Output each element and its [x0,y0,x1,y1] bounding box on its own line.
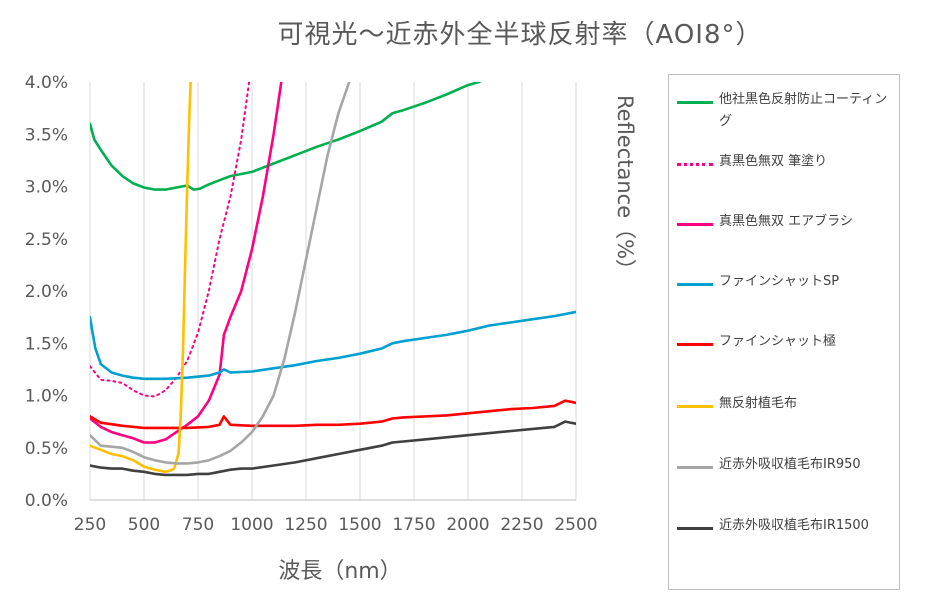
legend-swatch [677,405,713,408]
legend-swatch [677,283,713,286]
series-line-3 [90,310,576,381]
y-tick-label: 2.0% [25,282,68,302]
series-line-1 [90,82,251,398]
legend-item: 近赤外吸収植毛布IR950 [677,450,893,490]
series-line-6 [90,82,351,465]
legend-swatch [677,163,713,166]
legend-label: 真黒色無双 筆塗り [719,154,828,169]
legend-item: 真黒色無双 エアブラシ [677,207,893,247]
y-axis-label: Reflectance（%） [613,95,637,281]
legend-swatch [677,343,713,346]
x-tick-label: 2000 [446,515,489,535]
x-axis-label: 波長（nm） [278,559,402,584]
chart-title: 可視光～近赤外全半球反射率（AOI8°） [277,20,763,50]
series-line-7 [90,420,576,477]
legend: 他社黒色反射防止コーティング真黒色無双 筆塗り真黒色無双 エアブラシ ファインシャ… [668,74,900,590]
legend-swatch [677,101,713,104]
y-tick-label: 0.5% [25,439,68,459]
y-tick-label: 2.5% [25,230,68,250]
x-tick-label: 1000 [230,515,273,535]
legend-item: 無反射植毛布 [677,389,893,429]
legend-label: 近赤外吸収植毛布IR950 [719,457,861,472]
series-line-5 [90,82,192,474]
legend-item: ファインシャット極 [677,327,893,367]
y-tick-label: 1.0% [25,387,68,407]
y-tick-label: 0.0% [25,491,68,511]
legend-label: 近赤外吸収植毛布IR1500 [719,518,869,533]
legend-label: ファインシャット極 [719,334,837,349]
legend-item: 近赤外吸収植毛布IR1500 [677,511,893,551]
legend-label: 真黒色無双 エアブラシ [719,214,853,229]
y-tick-label: 3.0% [25,178,68,198]
x-tick-label: 1750 [392,515,435,535]
series-line-4 [90,399,576,430]
legend-item: ファインシャットSP [677,267,893,307]
legend-label: 無反射植毛布 [719,396,798,411]
x-tick-label: 500 [128,515,160,535]
x-tick-label: 2250 [500,515,543,535]
x-tick-label: 1500 [338,515,381,535]
x-tick-label: 1250 [284,515,327,535]
legend-swatch [677,223,713,226]
series-line-2 [90,82,283,444]
legend-label: 他社黒色反射防止コーティング [719,92,888,129]
y-tick-label: 3.5% [25,125,68,145]
legend-item: 真黒色無双 筆塗り [677,147,893,187]
x-tick-label: 2500 [554,515,597,535]
y-tick-label: 4.0% [25,73,68,93]
series-line-0 [90,82,482,191]
legend-item: 他社黒色反射防止コーティング [677,85,893,129]
legend-swatch [677,527,713,530]
legend-label: ファインシャットSP [719,274,840,289]
legend-swatch [677,466,713,469]
x-tick-label: 750 [182,515,214,535]
y-tick-label: 1.5% [25,334,68,354]
x-tick-label: 250 [74,515,106,535]
